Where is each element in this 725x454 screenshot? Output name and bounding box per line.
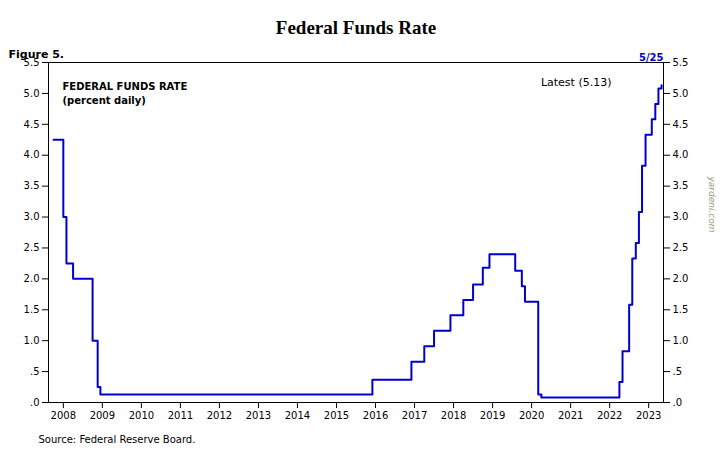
svg-text:2016: 2016	[363, 410, 388, 421]
svg-text:2020: 2020	[519, 410, 544, 421]
svg-text:2010: 2010	[129, 410, 154, 421]
svg-text:Federal Funds Rate: Federal Funds Rate	[276, 17, 436, 38]
svg-text:.0: .0	[30, 397, 40, 408]
svg-text:1.0: 1.0	[673, 335, 689, 346]
svg-text:.0: .0	[673, 397, 683, 408]
svg-text:4.5: 4.5	[24, 119, 40, 130]
svg-text:2008: 2008	[51, 410, 76, 421]
svg-text:.5: .5	[673, 366, 683, 377]
svg-text:2.0: 2.0	[24, 273, 40, 284]
svg-text:2021: 2021	[558, 410, 583, 421]
svg-text:4.0: 4.0	[24, 149, 40, 160]
svg-text:1.5: 1.5	[24, 304, 40, 315]
svg-text:2012: 2012	[207, 410, 232, 421]
svg-text:FEDERAL FUNDS RATE(percent dai: FEDERAL FUNDS RATE(percent daily)	[63, 81, 188, 106]
svg-text:2023: 2023	[636, 410, 661, 421]
svg-text:2019: 2019	[480, 410, 505, 421]
svg-text:3.5: 3.5	[673, 180, 689, 191]
svg-text:1.0: 1.0	[24, 335, 40, 346]
svg-text:2.5: 2.5	[673, 242, 689, 253]
svg-text:2011: 2011	[168, 410, 193, 421]
svg-text:Source: Federal Reserve Board.: Source: Federal Reserve Board.	[39, 434, 196, 445]
svg-text:3.5: 3.5	[24, 180, 40, 191]
svg-text:Latest (5.13): Latest (5.13)	[541, 76, 612, 89]
svg-text:5.5: 5.5	[673, 57, 689, 68]
svg-text:2015: 2015	[324, 410, 349, 421]
svg-text:4.0: 4.0	[673, 149, 689, 160]
svg-text:3.0: 3.0	[673, 211, 689, 222]
svg-text:Figure 5.: Figure 5.	[9, 48, 65, 61]
svg-text:2017: 2017	[402, 410, 427, 421]
svg-text:5.0: 5.0	[24, 88, 40, 99]
svg-text:1.5: 1.5	[673, 304, 689, 315]
svg-text:yardeni.com: yardeni.com	[707, 175, 717, 232]
svg-text:2.5: 2.5	[24, 242, 40, 253]
svg-text:5.0: 5.0	[673, 88, 689, 99]
svg-text:5.5: 5.5	[23, 56, 40, 68]
svg-text:5/25: 5/25	[639, 52, 664, 63]
svg-text:2022: 2022	[597, 410, 622, 421]
svg-text:2013: 2013	[246, 410, 271, 421]
svg-text:4.5: 4.5	[673, 119, 689, 130]
svg-text:2009: 2009	[90, 410, 115, 421]
svg-text:2014: 2014	[285, 410, 310, 421]
svg-text:3.0: 3.0	[24, 211, 40, 222]
svg-text:.5: .5	[30, 366, 40, 377]
svg-text:2.0: 2.0	[673, 273, 689, 284]
svg-text:2018: 2018	[441, 410, 466, 421]
